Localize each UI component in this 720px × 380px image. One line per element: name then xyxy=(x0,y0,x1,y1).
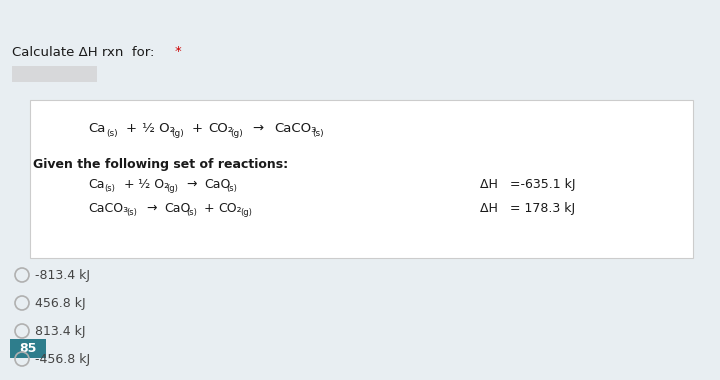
FancyBboxPatch shape xyxy=(10,339,46,358)
Text: *: * xyxy=(175,46,181,59)
Text: -456.8 kJ: -456.8 kJ xyxy=(35,353,90,366)
FancyBboxPatch shape xyxy=(30,100,693,258)
Text: 813.4 kJ: 813.4 kJ xyxy=(35,325,86,337)
Text: (s): (s) xyxy=(312,129,323,138)
Text: Given the following set of reactions:: Given the following set of reactions: xyxy=(33,158,288,171)
Text: (s): (s) xyxy=(226,184,237,193)
Text: ΔH   = 178.3 kJ: ΔH = 178.3 kJ xyxy=(480,202,575,215)
Text: CO₂: CO₂ xyxy=(208,122,233,135)
Text: +: + xyxy=(192,122,203,135)
Text: (g): (g) xyxy=(240,208,252,217)
Text: 85: 85 xyxy=(19,342,37,355)
Text: CaCO₃: CaCO₃ xyxy=(274,122,316,135)
Text: ΔH   =-635.1 kJ: ΔH =-635.1 kJ xyxy=(480,178,575,191)
Text: CaO: CaO xyxy=(164,202,190,215)
Text: (g): (g) xyxy=(166,184,178,193)
FancyBboxPatch shape xyxy=(12,66,97,82)
Text: +: + xyxy=(126,122,137,135)
Text: (s): (s) xyxy=(186,208,197,217)
Text: →: → xyxy=(252,122,263,135)
Text: CaO: CaO xyxy=(204,178,230,191)
Text: ½ O₂: ½ O₂ xyxy=(138,178,169,191)
Text: Calculate ΔH rxn  for:: Calculate ΔH rxn for: xyxy=(12,46,158,59)
Text: 456.8 kJ: 456.8 kJ xyxy=(35,296,86,309)
Text: →: → xyxy=(186,178,197,191)
Text: +: + xyxy=(124,178,135,191)
Text: Ca: Ca xyxy=(88,178,104,191)
Text: (s): (s) xyxy=(106,129,117,138)
Text: CaCO₃: CaCO₃ xyxy=(88,202,128,215)
Text: -813.4 kJ: -813.4 kJ xyxy=(35,269,90,282)
Text: →: → xyxy=(146,202,156,215)
Text: ½ O₂: ½ O₂ xyxy=(142,122,175,135)
Text: (s): (s) xyxy=(126,208,137,217)
Text: (g): (g) xyxy=(171,129,184,138)
Text: (g): (g) xyxy=(230,129,243,138)
Text: (s): (s) xyxy=(104,184,115,193)
Text: Ca: Ca xyxy=(88,122,105,135)
Text: CO₂: CO₂ xyxy=(218,202,242,215)
Text: +: + xyxy=(204,202,215,215)
